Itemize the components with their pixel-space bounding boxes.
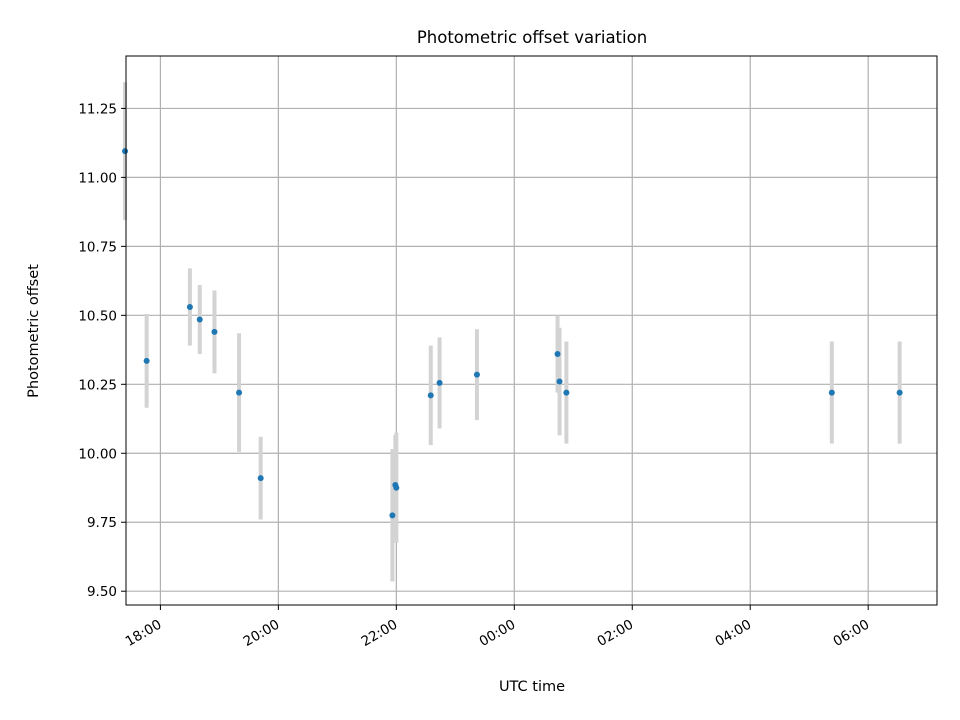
grid-lines [126,56,937,605]
data-point [389,512,396,519]
data-points [122,148,903,519]
data-point [563,389,570,396]
plot-frame [125,55,938,606]
data-point [186,304,193,311]
x-tick-label: 20:00 [241,617,283,650]
x-tick-label: 02:00 [595,617,637,650]
x-tick-label: 06:00 [830,617,872,650]
y-tick-label: 11.00 [78,170,117,186]
x-axis-ticks: 18:00 20:00 22:00 00:00 02:00 04:00 06:00 [123,605,872,650]
data-point [427,392,434,399]
y-tick-label: 11.25 [78,101,117,117]
data-point [122,148,129,155]
data-point [473,371,480,378]
data-point [257,475,264,482]
y-axis-label: Photometric offset [26,264,42,398]
data-point [554,350,561,357]
data-point [143,357,150,364]
data-point [436,379,443,386]
x-tick-label: 18:00 [123,617,165,650]
y-tick-label: 9.75 [87,515,117,531]
data-point [211,328,218,335]
y-tick-label: 10.25 [78,377,117,393]
y-tick-label: 9.50 [87,584,117,600]
x-tick-label: 00:00 [477,617,519,650]
data-point [556,378,563,385]
y-axis-ticks: 9.50 9.75 10.00 10.25 10.50 10.75 11.00 11.25 [78,101,126,600]
x-tick-label: 22:00 [359,617,401,650]
error-bars [123,82,902,582]
data-point [393,484,400,491]
data-point [896,389,903,396]
data-point [236,389,243,396]
chart-title: Photometric offset variation [417,28,647,47]
data-point [196,316,203,323]
x-axis-label: UTC time [499,679,565,695]
y-tick-label: 10.75 [78,239,117,255]
x-tick-label: 04:00 [713,617,755,650]
y-tick-label: 10.00 [78,446,117,462]
data-point [828,389,835,396]
y-tick-label: 10.50 [78,308,117,324]
